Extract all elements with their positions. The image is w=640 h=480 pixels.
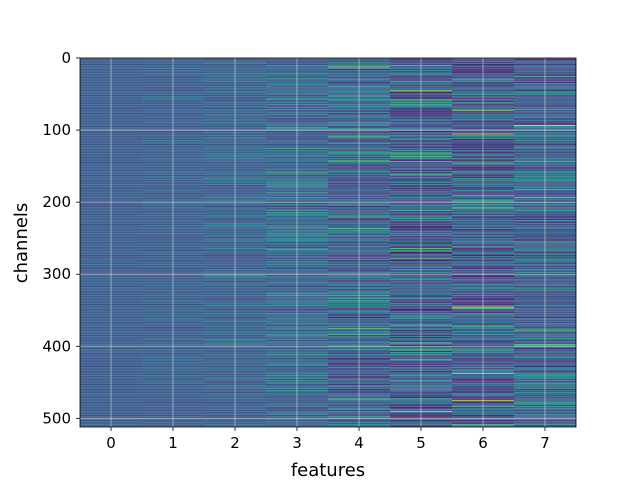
y-axis-ticks: 0 100 200 300 400 500 <box>42 49 80 427</box>
y-tick-label: 300 <box>42 265 71 283</box>
plot-frame <box>79 57 577 428</box>
x-tick-label: 2 <box>230 434 240 452</box>
x-tick-label: 1 <box>168 434 178 452</box>
x-tick-label: 5 <box>416 434 426 452</box>
x-tick-label: 0 <box>106 434 116 452</box>
x-axis-ticks: 0 1 2 3 4 5 6 7 <box>106 427 550 452</box>
y-tick-label: 200 <box>42 193 71 211</box>
y-tick-label: 500 <box>42 409 71 427</box>
x-tick-label: 7 <box>540 434 550 452</box>
y-tick-label: 0 <box>61 49 71 67</box>
y-axis-label: channels <box>11 203 32 284</box>
x-tick-label: 6 <box>478 434 488 452</box>
y-tick-label: 400 <box>42 337 71 355</box>
x-tick-label: 4 <box>354 434 364 452</box>
y-tick-label: 100 <box>42 121 71 139</box>
x-axis-label: features <box>291 460 365 480</box>
heatmap-cells <box>80 58 576 428</box>
grid-lines <box>80 57 576 427</box>
x-tick-label: 3 <box>292 434 302 452</box>
